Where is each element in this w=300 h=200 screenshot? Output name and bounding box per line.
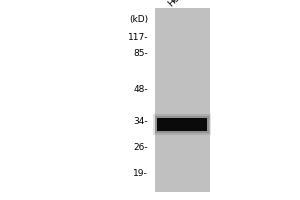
Text: (kD): (kD) [129,15,148,24]
Bar [155,116,209,133]
Bar [155,8,210,192]
Text: 117-: 117- [128,33,148,43]
Text: 85-: 85- [133,48,148,58]
Text: 34-: 34- [134,117,148,127]
Bar [157,118,207,131]
Text: 48-: 48- [134,86,148,95]
Text: 19-: 19- [133,170,148,178]
Text: 26-: 26- [134,144,148,152]
Text: Hela: Hela [167,0,188,8]
Bar [153,114,211,135]
